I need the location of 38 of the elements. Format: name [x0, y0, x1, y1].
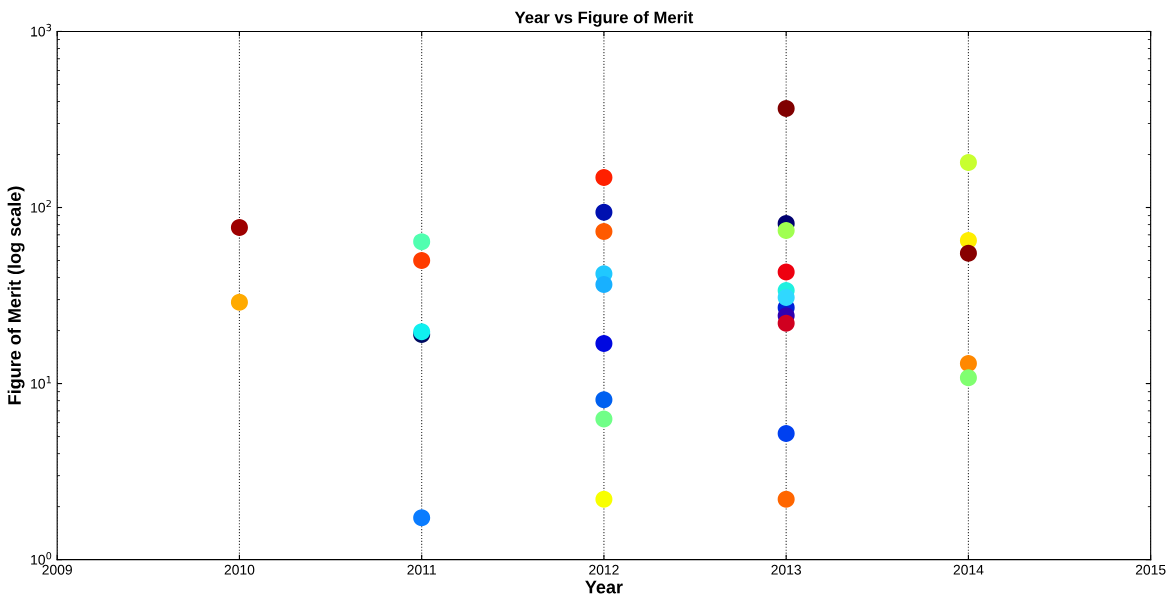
point [230, 218, 248, 236]
x-axis-title: Year [585, 580, 623, 594]
point [777, 263, 795, 281]
point [413, 252, 431, 270]
point [777, 314, 795, 332]
point [777, 100, 795, 118]
point [595, 203, 613, 221]
x-tick-label: 2010 [224, 564, 255, 575]
point [959, 244, 977, 262]
chart-title: Year vs Figure of Merit [514, 11, 694, 27]
point [777, 222, 795, 240]
point [595, 169, 613, 187]
point [595, 410, 613, 428]
point [413, 233, 431, 251]
y-tick-label: 10$^{0}$ [31, 552, 52, 565]
y-tick-label: 10$^{2}$ [31, 199, 51, 213]
point [595, 223, 613, 241]
point [413, 509, 431, 527]
x-tick-label: 2015 [1135, 564, 1166, 575]
y-tick-label: 10$^{3}$ [31, 23, 52, 37]
point [777, 289, 795, 307]
point [230, 293, 248, 311]
point [595, 490, 613, 508]
point [777, 425, 795, 443]
point [595, 334, 613, 352]
point [959, 154, 977, 172]
x-tick-label: 2013 [771, 564, 802, 575]
x-tick-label: 2014 [953, 564, 984, 575]
x-tick-label: 2011 [407, 564, 436, 575]
x-tick-label: 2012 [589, 564, 619, 575]
point [959, 355, 977, 373]
point [595, 276, 613, 294]
point [777, 490, 795, 508]
y-axis-title: Figure of Merit (log scale) [7, 186, 25, 405]
y-tick-label: 10$^{1}$ [31, 376, 51, 389]
point [959, 369, 977, 387]
x-tick-label: 2009 [42, 564, 72, 575]
point [595, 391, 613, 409]
